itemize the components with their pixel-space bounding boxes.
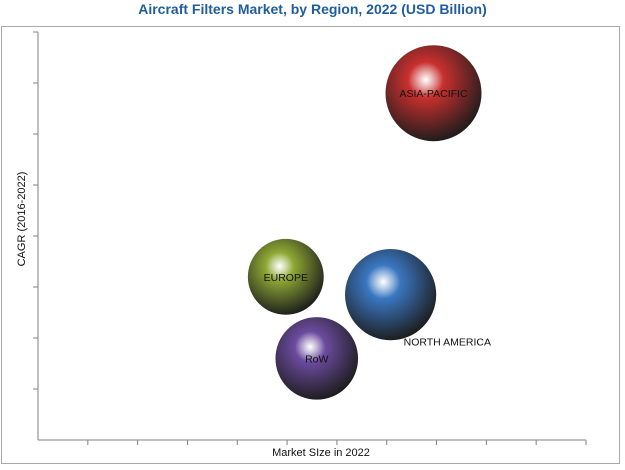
bubble-label-row: RoW xyxy=(305,353,328,365)
chart-bubbles: ASIA-PACIFIC EUROPE NORTH AMERICA RoW xyxy=(247,45,491,400)
chart-title: Aircraft Filters Market, by Region, 2022… xyxy=(138,1,487,17)
bubble-label-europe: EUROPE xyxy=(264,272,308,284)
chart-frame xyxy=(1,26,620,464)
chart-axes xyxy=(33,31,587,445)
y-axis-title: CAGR (2016-2022) xyxy=(16,172,28,267)
bubble-north-america xyxy=(345,249,437,341)
x-axis-title: Market SIze in 2022 xyxy=(272,447,370,459)
bubble-europe xyxy=(247,238,324,315)
bubble-label-north-america: NORTH AMERICA xyxy=(404,336,491,348)
bubble-label-asia-pacific: ASIA-PACIFIC xyxy=(399,88,467,100)
bubble-asia-pacific xyxy=(385,45,482,142)
bubble-row xyxy=(275,317,359,400)
